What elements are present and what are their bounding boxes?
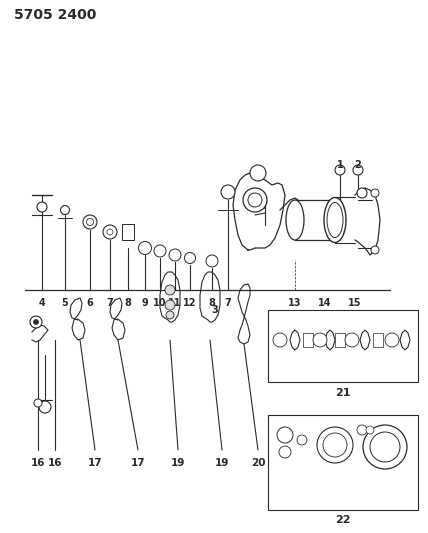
Circle shape	[370, 432, 400, 462]
Text: 7: 7	[225, 298, 232, 308]
Circle shape	[363, 425, 407, 469]
Circle shape	[317, 427, 353, 463]
Text: 19: 19	[215, 458, 229, 468]
Circle shape	[221, 185, 235, 199]
Text: 8: 8	[125, 298, 131, 308]
Text: 15: 15	[348, 298, 362, 308]
Text: 20: 20	[251, 458, 265, 468]
Circle shape	[83, 215, 97, 229]
Text: 1: 1	[337, 160, 343, 170]
Polygon shape	[160, 272, 180, 322]
Circle shape	[250, 165, 266, 181]
Text: 10: 10	[153, 298, 167, 308]
Circle shape	[323, 433, 347, 457]
Circle shape	[30, 316, 42, 328]
Circle shape	[139, 241, 152, 254]
Circle shape	[166, 311, 174, 319]
Circle shape	[206, 255, 218, 267]
Circle shape	[371, 246, 379, 254]
Text: 16: 16	[48, 458, 62, 468]
Bar	[268, 310, 418, 382]
Circle shape	[165, 300, 175, 310]
Text: 19: 19	[171, 458, 185, 468]
Text: 7: 7	[107, 298, 113, 308]
Circle shape	[169, 249, 181, 261]
Text: 21: 21	[335, 388, 351, 398]
Circle shape	[385, 333, 399, 347]
Text: 9: 9	[142, 298, 149, 308]
Ellipse shape	[286, 200, 304, 240]
Circle shape	[371, 189, 379, 197]
Text: 22: 22	[335, 515, 351, 525]
Polygon shape	[325, 330, 335, 350]
Circle shape	[34, 399, 42, 407]
Circle shape	[243, 188, 267, 212]
Text: 8: 8	[208, 298, 215, 308]
Text: 11: 11	[168, 298, 182, 308]
Circle shape	[86, 219, 93, 225]
Text: 13: 13	[288, 298, 302, 308]
Circle shape	[277, 427, 293, 443]
Bar	[268, 415, 418, 510]
Text: 6: 6	[86, 298, 93, 308]
Circle shape	[366, 426, 374, 434]
Circle shape	[60, 206, 69, 214]
Text: 17: 17	[131, 458, 146, 468]
Text: 17: 17	[88, 458, 102, 468]
Polygon shape	[70, 298, 85, 340]
Polygon shape	[360, 330, 370, 350]
Circle shape	[357, 425, 367, 435]
Text: 16: 16	[31, 458, 45, 468]
Text: 5705 2400: 5705 2400	[14, 8, 96, 22]
Polygon shape	[238, 284, 250, 344]
Circle shape	[273, 333, 287, 347]
Polygon shape	[200, 272, 220, 322]
Circle shape	[335, 165, 345, 175]
Circle shape	[353, 165, 363, 175]
Circle shape	[345, 333, 359, 347]
Bar	[122, 224, 134, 240]
Circle shape	[357, 188, 367, 198]
Ellipse shape	[327, 203, 343, 238]
Polygon shape	[110, 298, 125, 340]
Bar	[373, 333, 383, 347]
Text: 14: 14	[318, 298, 332, 308]
Text: 3: 3	[211, 305, 218, 315]
Circle shape	[154, 245, 166, 257]
Circle shape	[248, 193, 262, 207]
Polygon shape	[290, 330, 300, 350]
Circle shape	[313, 333, 327, 347]
Text: 5: 5	[62, 298, 68, 308]
Text: 12: 12	[183, 298, 197, 308]
Circle shape	[39, 401, 51, 413]
Bar	[303, 333, 313, 347]
Text: 4: 4	[39, 298, 45, 308]
Circle shape	[33, 319, 39, 325]
Ellipse shape	[324, 198, 346, 243]
Circle shape	[103, 225, 117, 239]
Circle shape	[165, 285, 175, 295]
Circle shape	[184, 253, 196, 263]
Bar	[335, 333, 345, 347]
Circle shape	[107, 229, 113, 235]
Polygon shape	[400, 330, 410, 350]
Circle shape	[37, 202, 47, 212]
Circle shape	[279, 446, 291, 458]
Circle shape	[297, 435, 307, 445]
Text: 2: 2	[355, 160, 361, 170]
